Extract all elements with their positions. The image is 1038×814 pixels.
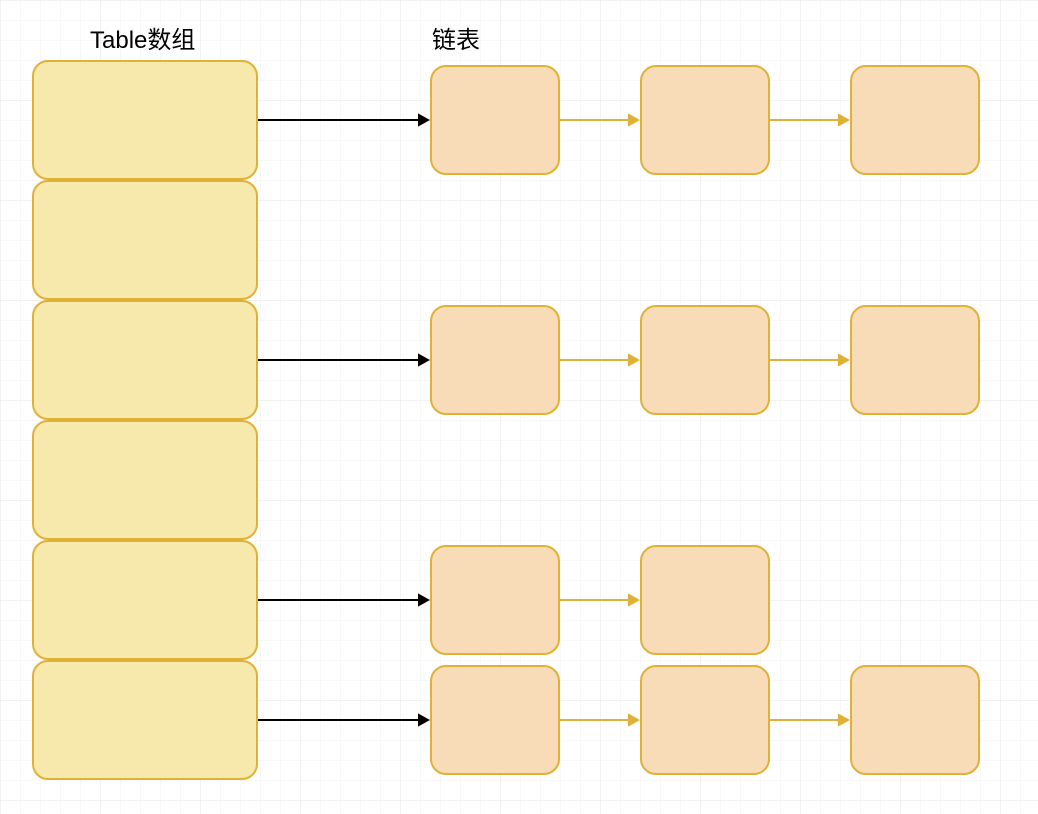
arrow-node-to-node (560, 353, 640, 366)
arrow-node-to-node (560, 593, 640, 606)
arrow-table-to-node (258, 113, 430, 126)
arrows-layer (0, 0, 1038, 814)
diagram-canvas: Table数组 链表 (0, 0, 1038, 814)
arrow-node-to-node (560, 113, 640, 126)
arrow-node-to-node (560, 713, 640, 726)
arrow-node-to-node (770, 353, 850, 366)
arrow-node-to-node (770, 113, 850, 126)
arrow-node-to-node (770, 713, 850, 726)
arrow-table-to-node (258, 593, 430, 606)
arrow-table-to-node (258, 353, 430, 366)
arrow-table-to-node (258, 713, 430, 726)
